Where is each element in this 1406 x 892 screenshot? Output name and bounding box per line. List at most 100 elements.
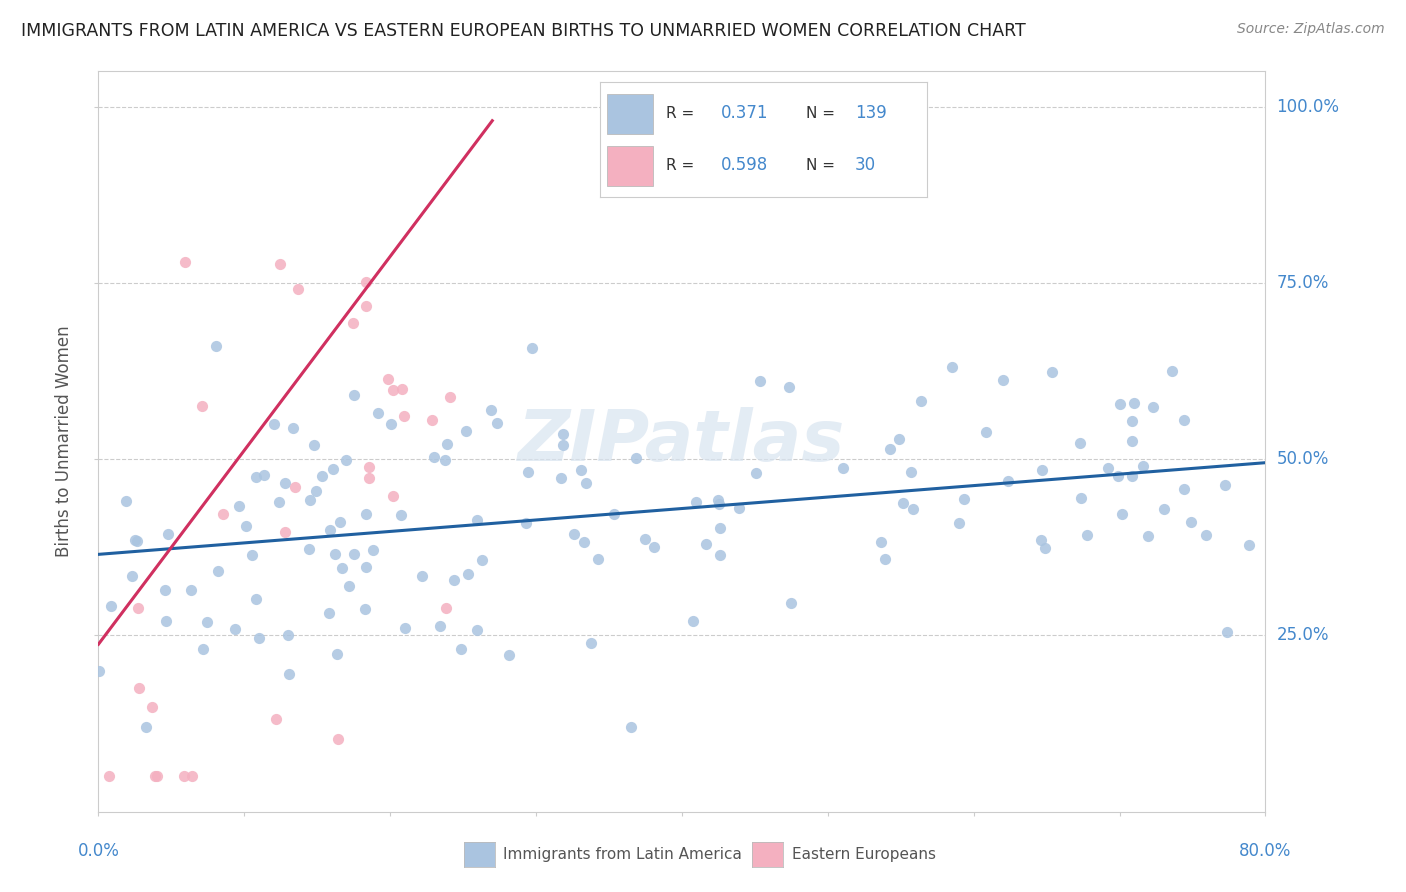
Point <box>873 551 896 566</box>
Point <box>1142 400 1164 414</box>
Point <box>394 409 416 423</box>
Text: Eastern Europeans: Eastern Europeans <box>792 847 935 862</box>
Point <box>1097 460 1119 475</box>
Point <box>1173 413 1195 427</box>
Point <box>1121 468 1143 483</box>
Point <box>299 493 322 508</box>
Point <box>380 417 402 432</box>
Point <box>284 480 307 494</box>
Point <box>245 591 267 606</box>
Point <box>439 390 461 404</box>
Point <box>685 494 707 508</box>
Point <box>128 681 150 695</box>
Point <box>879 442 901 456</box>
Point <box>298 542 321 557</box>
Point <box>1137 529 1160 543</box>
Point <box>157 527 180 541</box>
Point <box>997 475 1019 489</box>
Point <box>602 507 624 521</box>
Text: Source: ZipAtlas.com: Source: ZipAtlas.com <box>1237 22 1385 37</box>
Point <box>318 606 340 620</box>
Point <box>1031 533 1053 547</box>
Point <box>124 533 146 547</box>
Point <box>155 614 177 628</box>
Point <box>891 496 914 510</box>
Point <box>1069 435 1091 450</box>
Point <box>1070 491 1092 505</box>
Point <box>114 494 136 508</box>
Point <box>1195 528 1218 542</box>
Point <box>357 460 380 475</box>
Text: 50.0%: 50.0% <box>1277 450 1329 468</box>
Text: IMMIGRANTS FROM LATIN AMERICA VS EASTERN EUROPEAN BIRTHS TO UNMARRIED WOMEN CORR: IMMIGRANTS FROM LATIN AMERICA VS EASTERN… <box>21 22 1026 40</box>
Point <box>976 425 998 439</box>
Text: 80.0%: 80.0% <box>1239 842 1292 860</box>
Point <box>326 647 349 661</box>
Point <box>1108 397 1130 411</box>
Point <box>180 582 202 597</box>
Point <box>127 601 149 615</box>
Point <box>180 769 202 783</box>
Point <box>1160 363 1182 377</box>
Point <box>205 339 228 353</box>
Point <box>1215 478 1237 492</box>
Y-axis label: Births to Unmarried Women: Births to Unmarried Women <box>55 326 73 558</box>
Point <box>247 631 270 645</box>
Point <box>1180 515 1202 529</box>
Point <box>887 432 910 446</box>
Text: ZIPatlas: ZIPatlas <box>519 407 845 476</box>
Point <box>420 413 443 427</box>
Point <box>515 516 537 530</box>
Point <box>195 615 218 629</box>
Point <box>135 720 157 734</box>
Point <box>311 469 333 483</box>
Text: Immigrants from Latin America: Immigrants from Latin America <box>503 847 742 862</box>
Point <box>343 547 366 561</box>
Point <box>586 552 609 566</box>
Point <box>224 622 246 636</box>
Point <box>367 406 389 420</box>
Point <box>948 516 970 530</box>
Point <box>253 467 276 482</box>
Point <box>174 255 197 269</box>
Point <box>498 648 520 662</box>
Text: 75.0%: 75.0% <box>1277 274 1329 292</box>
Point <box>423 450 446 465</box>
Point <box>274 524 297 539</box>
Point <box>1237 538 1260 552</box>
Point <box>479 402 502 417</box>
Point <box>100 599 122 613</box>
Point <box>778 380 800 394</box>
Point <box>191 400 214 414</box>
Point <box>900 465 922 479</box>
Point <box>443 573 465 587</box>
Point <box>155 583 177 598</box>
Point <box>941 360 963 375</box>
Point <box>1040 365 1063 379</box>
Point <box>287 282 309 296</box>
Text: 100.0%: 100.0% <box>1277 97 1340 116</box>
Point <box>335 453 357 467</box>
Point <box>709 549 731 563</box>
Point <box>429 619 451 633</box>
Point <box>1123 396 1146 410</box>
Point <box>377 372 399 386</box>
Text: 0.0%: 0.0% <box>77 842 120 860</box>
Point <box>207 564 229 578</box>
Point <box>382 383 405 397</box>
Point <box>264 712 287 726</box>
Point <box>267 494 290 508</box>
Point <box>624 451 647 466</box>
Point <box>1173 483 1195 497</box>
Point <box>212 507 235 521</box>
Point <box>745 467 768 481</box>
Point <box>322 461 344 475</box>
Point <box>709 497 731 511</box>
Point <box>281 421 304 435</box>
Point <box>389 508 412 522</box>
Point <box>1216 624 1239 639</box>
Point <box>356 299 378 313</box>
Point <box>143 769 166 783</box>
Point <box>391 382 413 396</box>
Point <box>450 642 472 657</box>
